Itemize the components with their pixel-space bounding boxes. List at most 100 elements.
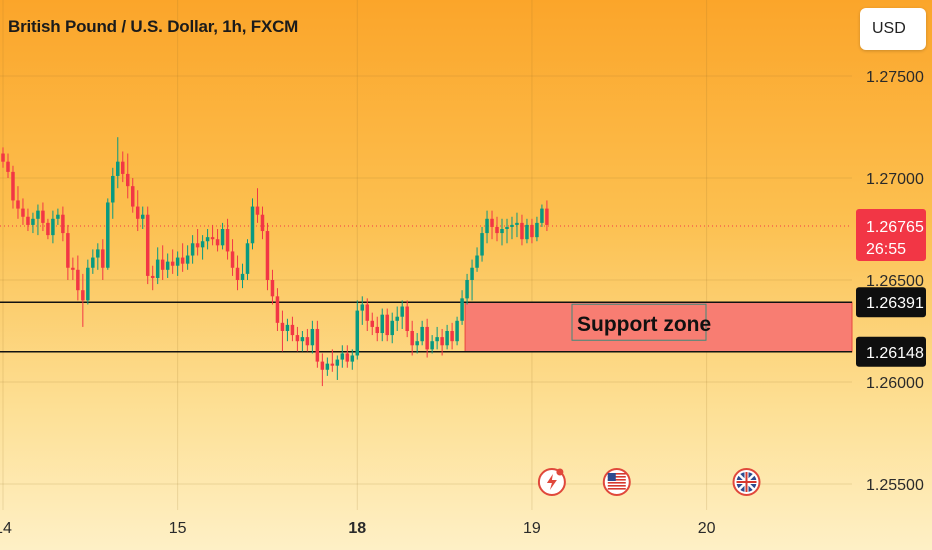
candle[interactable] xyxy=(370,312,375,336)
candle[interactable] xyxy=(61,206,65,242)
candle[interactable] xyxy=(325,357,330,376)
candle[interactable] xyxy=(425,318,429,358)
candle[interactable] xyxy=(420,320,424,346)
candle[interactable] xyxy=(320,353,325,387)
candle[interactable] xyxy=(500,218,504,246)
candle[interactable] xyxy=(1,147,5,168)
candle[interactable] xyxy=(170,249,175,274)
candle[interactable] xyxy=(91,249,95,274)
candle[interactable] xyxy=(121,151,125,183)
candle[interactable] xyxy=(86,259,90,305)
candle[interactable] xyxy=(255,188,260,223)
candle[interactable] xyxy=(135,190,140,232)
candle[interactable] xyxy=(445,324,449,350)
candle[interactable] xyxy=(185,245,190,270)
candle[interactable] xyxy=(380,308,384,342)
candle[interactable] xyxy=(335,355,340,380)
candle[interactable] xyxy=(21,198,25,225)
candle[interactable] xyxy=(485,210,489,244)
lightning-event-icon[interactable] xyxy=(537,468,566,496)
candle[interactable] xyxy=(205,229,210,250)
candle[interactable] xyxy=(280,310,285,352)
candle[interactable] xyxy=(160,245,165,280)
candle[interactable] xyxy=(150,265,155,291)
candle[interactable] xyxy=(365,298,370,331)
candle[interactable] xyxy=(225,218,230,260)
candle[interactable] xyxy=(111,167,115,219)
candle[interactable] xyxy=(375,316,380,342)
candle[interactable] xyxy=(101,239,105,280)
candle[interactable] xyxy=(71,257,75,280)
candle[interactable] xyxy=(51,210,55,244)
candle[interactable] xyxy=(126,153,130,199)
candle[interactable] xyxy=(350,349,355,370)
candle[interactable] xyxy=(215,229,220,252)
candle[interactable] xyxy=(155,247,160,285)
candle[interactable] xyxy=(495,216,499,242)
candle[interactable] xyxy=(340,345,345,368)
candle[interactable] xyxy=(530,218,534,244)
candle[interactable] xyxy=(245,239,250,280)
candle[interactable] xyxy=(11,165,15,209)
candle[interactable] xyxy=(465,273,469,305)
candle[interactable] xyxy=(265,222,270,291)
candle[interactable] xyxy=(295,326,300,352)
currency-button[interactable]: USD xyxy=(860,8,926,50)
candle[interactable] xyxy=(515,212,519,238)
candle[interactable] xyxy=(210,224,215,246)
candle[interactable] xyxy=(190,235,195,264)
candle[interactable] xyxy=(116,137,120,189)
candle[interactable] xyxy=(355,300,360,360)
candle[interactable] xyxy=(480,226,484,262)
candle[interactable] xyxy=(260,206,265,240)
candle[interactable] xyxy=(435,326,439,350)
candle[interactable] xyxy=(410,320,414,356)
candle[interactable] xyxy=(440,328,444,356)
candle[interactable] xyxy=(240,263,245,289)
candle[interactable] xyxy=(385,308,389,342)
candle[interactable] xyxy=(16,186,20,219)
candle[interactable] xyxy=(41,202,45,232)
candle[interactable] xyxy=(490,210,494,240)
candle[interactable] xyxy=(460,290,464,325)
candle[interactable] xyxy=(31,212,35,234)
candle[interactable] xyxy=(230,239,235,276)
candle[interactable] xyxy=(310,320,315,354)
candle[interactable] xyxy=(180,243,185,272)
candle[interactable] xyxy=(56,208,60,225)
candle[interactable] xyxy=(46,218,50,240)
candle[interactable] xyxy=(165,253,170,278)
candle[interactable] xyxy=(81,273,85,327)
candle[interactable] xyxy=(315,320,320,368)
candle[interactable] xyxy=(475,247,479,272)
candle[interactable] xyxy=(285,318,290,342)
candle[interactable] xyxy=(360,296,365,325)
candle[interactable] xyxy=(96,243,100,270)
candle[interactable] xyxy=(26,208,30,232)
candle[interactable] xyxy=(36,204,40,236)
candle[interactable] xyxy=(140,206,145,229)
candle[interactable] xyxy=(415,333,419,354)
candle[interactable] xyxy=(305,328,310,352)
candle[interactable] xyxy=(455,316,459,346)
candle[interactable] xyxy=(76,255,80,301)
candle[interactable] xyxy=(520,214,524,246)
candle[interactable] xyxy=(195,229,200,256)
candle[interactable] xyxy=(235,255,240,291)
candle[interactable] xyxy=(130,178,135,213)
candle[interactable] xyxy=(300,331,305,352)
uk-flag-icon[interactable] xyxy=(732,468,761,496)
candle[interactable] xyxy=(450,322,454,350)
candle[interactable] xyxy=(250,198,255,250)
candle[interactable] xyxy=(275,288,280,331)
candle[interactable] xyxy=(510,216,514,240)
candle[interactable] xyxy=(400,300,404,329)
candle[interactable] xyxy=(525,218,529,244)
candle[interactable] xyxy=(470,259,474,301)
candle[interactable] xyxy=(535,216,539,242)
candle[interactable] xyxy=(290,316,295,342)
candle[interactable] xyxy=(175,251,180,276)
candle[interactable] xyxy=(505,218,509,244)
